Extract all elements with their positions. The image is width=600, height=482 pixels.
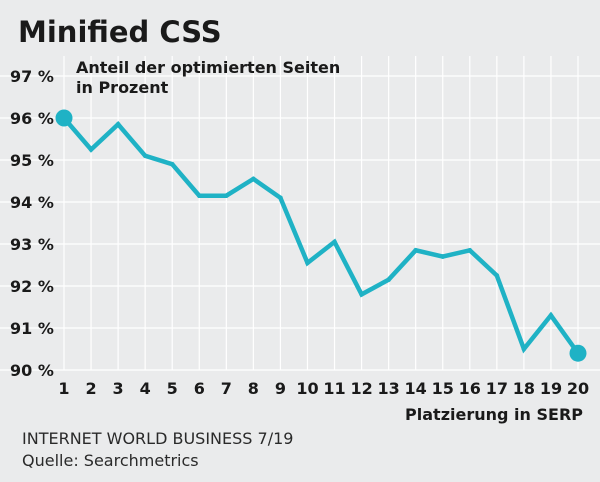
data-point [196, 193, 202, 198]
y-tick-label: 90 % [10, 361, 54, 380]
x-tick-label: 9 [275, 379, 286, 398]
data-point [494, 273, 500, 278]
y-tick-label: 95 % [10, 151, 54, 170]
data-point [251, 176, 256, 182]
chart-title: Minified CSS [18, 15, 222, 49]
x-tick-label: 15 [432, 379, 454, 398]
data-point [440, 254, 446, 259]
data-point [305, 260, 310, 266]
x-tick-label: 1 [58, 379, 69, 398]
source-line-2: Quelle: Searchmetrics [22, 451, 199, 470]
y-tick-label: 92 % [10, 277, 54, 296]
data-point [278, 195, 283, 201]
data-point [332, 239, 337, 245]
endpoint-marker [55, 109, 73, 127]
source-line-1: INTERNET WORLD BUSINESS 7/19 [22, 429, 293, 448]
x-tick-label: 14 [405, 379, 427, 398]
y-axis-label-line-2: in Prozent [76, 78, 169, 97]
data-point [169, 161, 175, 167]
data-point [548, 313, 554, 318]
y-axis-label-line-1: Anteil der optimierten Seiten [76, 58, 340, 77]
x-tick-label: 3 [113, 379, 124, 398]
x-tick-label: 6 [194, 379, 205, 398]
series-group [55, 109, 587, 362]
x-tick-label: 4 [140, 379, 151, 398]
data-point [142, 153, 148, 159]
data-point [224, 193, 229, 198]
series-line-0 [62, 116, 580, 355]
x-tick-label: 16 [459, 379, 481, 398]
grid-lines [0, 56, 600, 371]
x-tick-label: 5 [167, 379, 178, 398]
x-tick-label: 2 [85, 379, 96, 398]
y-tick-label: 93 % [10, 235, 54, 254]
x-tick-label: 13 [377, 379, 399, 398]
x-tick-label: 18 [513, 379, 535, 398]
y-tick-label: 91 % [10, 319, 54, 338]
x-tick-label: 7 [221, 379, 232, 398]
data-point [115, 122, 121, 127]
x-tick-label: 20 [567, 379, 589, 398]
x-axis-ticks: 1 2 3 4 5 6 7 8 9 10 11 12 13 14 15 16 17 18 19 20 [58, 379, 589, 398]
x-tick-label: 12 [350, 379, 372, 398]
data-point [413, 248, 418, 253]
data-point [359, 292, 364, 297]
x-tick-label: 17 [486, 379, 508, 398]
y-tick-label: 96 % [10, 109, 54, 128]
data-point [386, 277, 391, 283]
x-tick-label: 8 [248, 379, 259, 398]
y-tick-label: 94 % [10, 193, 54, 212]
x-tick-label: 11 [323, 379, 345, 398]
x-tick-label: 19 [540, 379, 562, 398]
endpoint-marker [569, 344, 587, 362]
y-axis-ticks: 90 % 91 % 92 % 93 % 94 % 95 % 96 % 97 % [10, 67, 54, 380]
data-point [88, 147, 94, 152]
x-axis-label: Platzierung in SERP [405, 405, 583, 424]
data-point [467, 248, 473, 253]
y-tick-label: 97 % [10, 67, 54, 86]
x-tick-label: 10 [296, 379, 318, 398]
data-point [521, 346, 527, 352]
